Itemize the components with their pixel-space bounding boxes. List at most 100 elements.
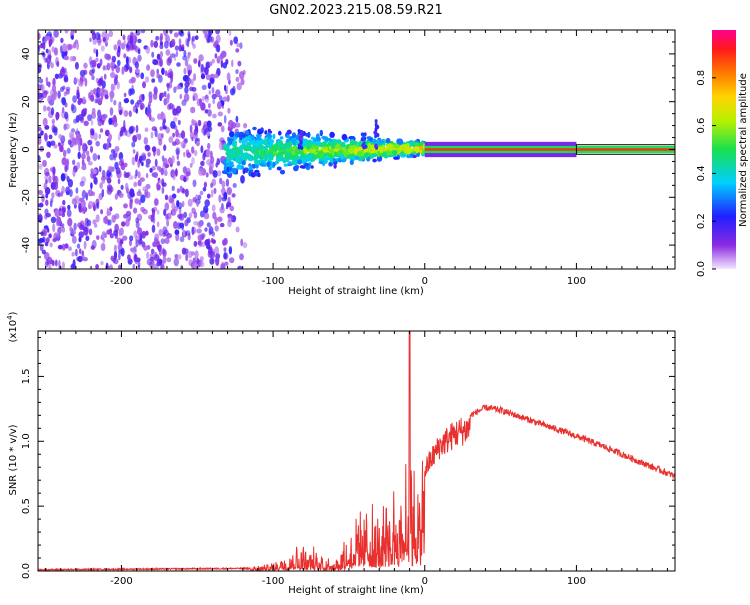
spectrogram-cell (72, 168, 76, 177)
spectrogram-cell (117, 264, 122, 269)
spectrogram-cell (185, 253, 189, 262)
spectrogram-cell (146, 109, 150, 118)
spectrogram-cell (98, 78, 104, 85)
spectrogram-cell (41, 249, 47, 255)
spectrogram-cell (67, 44, 73, 51)
spectrogram-cell (179, 236, 185, 243)
spectrogram-cell (79, 181, 85, 187)
spectrogram-cell (226, 148, 232, 152)
spectrogram-cell (324, 156, 331, 161)
spectrogram-cell (176, 62, 181, 67)
spectrogram-cell (118, 102, 121, 111)
spectrogram-cell (163, 91, 167, 98)
spectrogram-cell (101, 31, 107, 39)
spectrogram-cell (159, 126, 163, 131)
spectrogram-cell (60, 191, 64, 197)
spectrogram-cell (229, 161, 234, 165)
colorbar-gradient (712, 30, 736, 269)
spectrogram-cell (50, 216, 57, 224)
spectrogram-cell (404, 147, 410, 152)
spectrogram-cell (242, 242, 248, 249)
spectrogram-cell (70, 229, 77, 235)
spectrogram-cell (227, 219, 232, 228)
spectrogram-cell (62, 149, 67, 158)
spectrogram-cell (295, 155, 300, 161)
spectrogram-cell (99, 114, 103, 124)
spectrogram-cell (130, 99, 135, 105)
spectrogram-cell (210, 156, 215, 164)
spectrogram-cell (197, 194, 202, 200)
spectrogram-cell (178, 38, 182, 46)
spectrogram-cell (191, 146, 195, 154)
spectrogram-cell (201, 95, 205, 102)
spectrogram-cell (221, 170, 228, 175)
spectrogram-cell (156, 221, 160, 228)
spectrogram-cell (330, 144, 336, 149)
spectrogram-cell (162, 256, 167, 264)
spectrogram-cell (78, 97, 83, 103)
spectrogram-cell (150, 39, 154, 48)
spectrogram-cell (58, 133, 63, 140)
spectrogram-cell (104, 215, 108, 225)
spectrogram-cell (184, 188, 189, 198)
spectrogram-cell (151, 51, 155, 58)
spectrogram-cell (44, 241, 49, 247)
spectrogram-cell (145, 158, 151, 165)
spectrogram-cell (292, 145, 297, 150)
spectrogram-cell (130, 76, 136, 84)
spectrogram-cell (172, 132, 175, 138)
spectrogram-cell (321, 135, 327, 140)
spectrogram-cell (179, 93, 183, 100)
spectrogram-cell (248, 165, 253, 171)
spectrogram-cell (211, 231, 215, 237)
spectrogram-cell (207, 82, 212, 89)
spectrogram-cell (235, 69, 239, 75)
spectrogram-cell (117, 45, 121, 53)
spectrogram-cell (99, 182, 103, 189)
spectrogram-cell (231, 59, 234, 68)
spectrogram-cell (235, 226, 240, 233)
spectrogram-cell (82, 96, 86, 102)
spectrogram-cell (119, 239, 124, 245)
spectrogram-cell (63, 74, 69, 82)
spectrogram-cell (211, 58, 215, 64)
spectrogram-cell (167, 157, 173, 165)
spectrogram-cell (125, 56, 129, 65)
spectrogram-cell (154, 158, 158, 167)
spectrogram-cell (111, 214, 116, 223)
spectrogram-cell (109, 153, 115, 161)
spectrogram-cell (229, 257, 235, 264)
spectrogram-cell (176, 160, 181, 166)
spectrogram-cell (162, 231, 166, 237)
chart-title: GN02.2023.215.08.59.R21 (269, 3, 443, 18)
spectrogram-cell (113, 250, 118, 260)
spectrogram-cell (51, 118, 55, 125)
spectrogram-cell (151, 165, 156, 171)
spectrogram-cell (94, 98, 98, 104)
spectrogram-cell (67, 139, 72, 146)
spectrogram-cell (334, 153, 337, 158)
spectrogram-cell (113, 44, 118, 51)
spectrogram-cell (134, 61, 139, 69)
spectrogram-cell (151, 263, 155, 269)
spectrogram-cell (183, 49, 187, 58)
spectrogram-cell (240, 175, 245, 184)
spectrogram-cell (176, 200, 180, 208)
spectrogram-cell (119, 130, 123, 137)
spectrogram-cell (159, 57, 163, 67)
spectrogram-cell (50, 107, 55, 116)
spectrogram-cell (78, 231, 84, 239)
spectrogram-cell (231, 122, 237, 129)
spectrogram-cell (88, 204, 91, 210)
spectrogram-cell (176, 188, 180, 194)
spectrogram-cell (39, 244, 44, 252)
spectrogram-y-ticks: -40 -20 0 20 40 (21, 41, 675, 258)
spectrogram-cell (367, 142, 372, 150)
spectrogram-cell (135, 217, 139, 224)
x-tick-label: -200 (110, 276, 133, 287)
spectrogram-cell (102, 65, 106, 71)
spectrogram-cell (95, 264, 99, 269)
snr-frame (37, 330, 676, 572)
spectrogram-cell (186, 64, 192, 71)
spectrogram-cell (81, 165, 87, 171)
